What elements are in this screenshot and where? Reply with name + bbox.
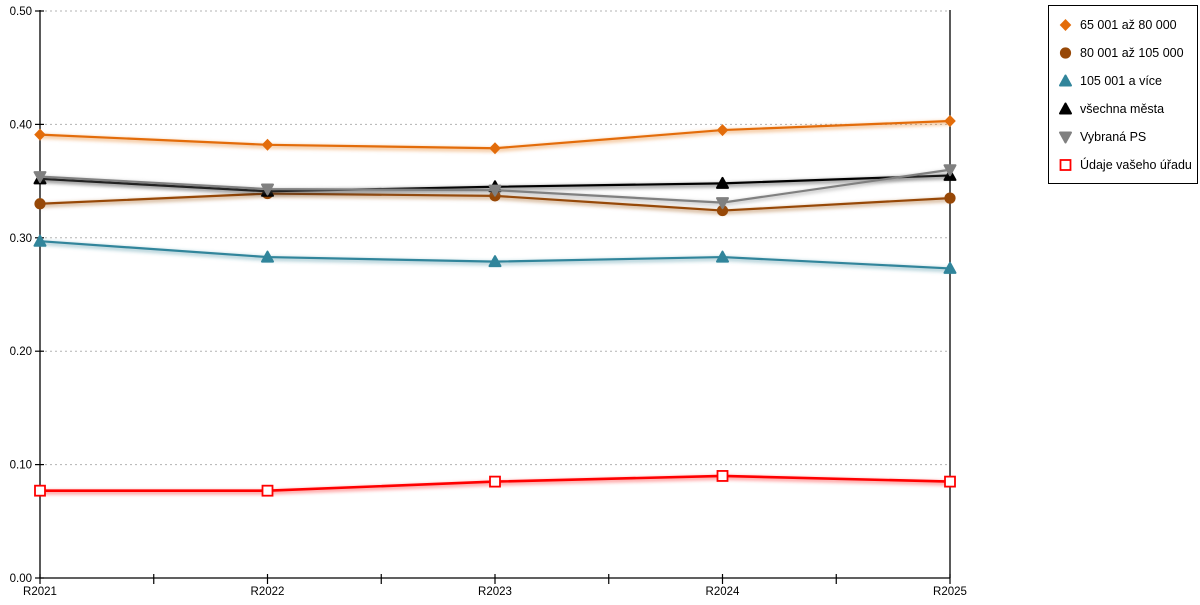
y-tick-label: 0.20 [10,346,32,358]
diamond-marker [944,114,956,127]
x-tick-label: R2024 [706,586,740,598]
triangle-up-marker [1059,102,1072,115]
legend-marker-icon [1059,131,1072,144]
triangle-up-marker [261,250,274,263]
square-open-marker [34,484,46,497]
x-tick-label: R2022 [251,586,285,598]
circle-marker [944,192,956,204]
triangle-down-marker [33,171,47,184]
diamond-marker [1059,18,1072,31]
circle-marker [716,204,729,217]
legend: 65 001 až 80 000 80 001 až 105 000 105 001… [1048,5,1198,184]
square-open-marker [261,484,274,497]
legend-label: 105 001 a více [1080,73,1163,88]
diamond-marker [261,138,274,151]
triangle-up-marker [943,261,957,274]
legend-marker-icon [1059,102,1072,115]
diamond-marker [489,142,501,155]
circle-marker [1059,47,1072,59]
legend-marker-icon [1059,74,1072,87]
legend-item: všechna města [1058,96,1195,123]
legend-marker-icon [1059,18,1072,31]
legend-item: 65 001 až 80 000 [1058,11,1195,38]
x-tick-label: R2021 [23,586,57,598]
square-open-marker [489,475,501,488]
legend-item: Údaje vašeho úřadu [1058,152,1195,179]
triangle-up-marker [33,234,47,247]
x-tick-label: R2025 [933,586,967,598]
circle-marker [34,198,46,210]
y-tick-label: 0.30 [10,233,32,245]
triangle-up-marker [716,176,729,189]
y-tick-label: 0.10 [10,460,32,472]
triangle-down-marker [261,183,274,196]
legend-marker-icon [1059,47,1072,59]
legend-marker-icon [1059,159,1072,172]
diamond-marker [34,128,46,141]
triangle-down-marker [943,164,957,177]
diamond-marker [716,124,729,137]
legend-label: Údaje vašeho úřadu [1080,158,1192,173]
triangle-up-marker [716,250,729,263]
triangle-up-marker [1059,74,1072,87]
legend-label: všechna města [1080,102,1165,117]
triangle-down-marker [1059,131,1072,144]
legend-item: 105 001 a více [1058,67,1195,94]
legend-label: Vybraná PS [1080,130,1147,145]
square-open-marker [944,475,956,488]
triangle-up-marker [488,255,502,268]
square-open-marker [716,470,729,482]
y-tick-label: 0.00 [10,573,32,585]
y-tick-label: 0.40 [10,119,32,131]
legend-label: 65 001 až 80 000 [1080,17,1177,32]
square-open-marker [1059,159,1072,172]
legend-item: Vybraná PS [1058,124,1195,151]
triangle-down-marker [716,197,729,210]
legend-item: 80 001 až 105 000 [1058,39,1195,66]
x-tick-label: R2023 [478,586,512,598]
legend-label: 80 001 až 105 000 [1080,45,1184,60]
triangle-down-marker [488,184,502,197]
y-tick-label: 0.50 [10,6,32,18]
